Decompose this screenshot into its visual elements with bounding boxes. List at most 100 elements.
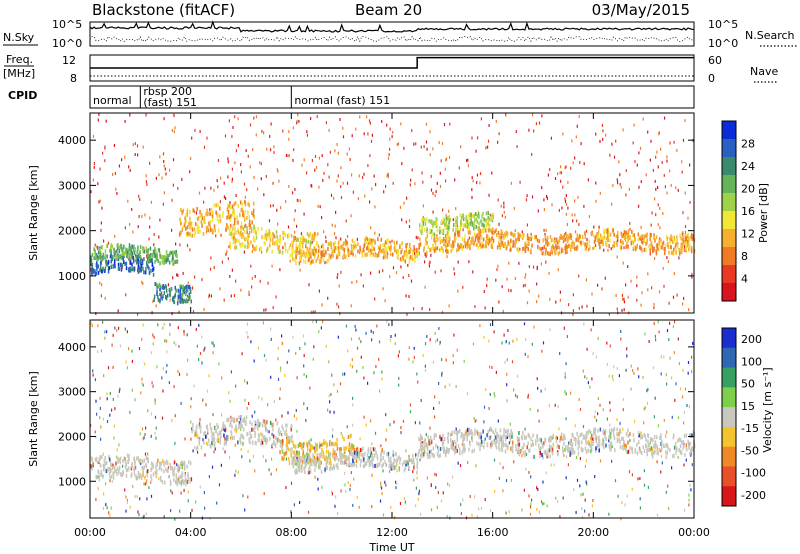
echo-pixel <box>97 246 99 250</box>
echo-pixel <box>159 254 162 259</box>
noise-echo-pixel <box>118 164 120 168</box>
echo-pixel <box>146 456 148 461</box>
echo-pixel <box>186 212 189 217</box>
echo-pixel <box>479 447 481 452</box>
noise-echo-pixel <box>491 171 493 175</box>
echo-pixel <box>677 244 679 249</box>
noise-echo-pixel <box>659 237 661 241</box>
noise-echo-pixel <box>599 139 601 143</box>
echo-pixel <box>483 225 485 230</box>
echo-pixel <box>456 219 458 224</box>
noise-echo-pixel <box>663 355 665 359</box>
echo-pixel <box>546 240 548 245</box>
echo-pixel <box>282 441 284 446</box>
echo-pixel <box>446 235 449 240</box>
echo-pixel <box>232 210 234 215</box>
noise-echo-pixel <box>179 243 181 247</box>
noise-echo-pixel <box>171 419 173 423</box>
echo-pixel <box>364 451 366 456</box>
echo-pixel <box>235 238 237 243</box>
echo-pixel <box>673 238 675 243</box>
noise-echo-pixel <box>218 362 220 366</box>
noise-echo-pixel <box>272 181 274 185</box>
noise-echo-pixel <box>169 168 171 172</box>
echo-pixel <box>412 459 415 464</box>
echo-pixel <box>231 436 234 441</box>
echo-pixel <box>100 256 102 261</box>
echo-pixel <box>358 453 360 458</box>
echo-pixel <box>658 239 660 244</box>
noise-echo-pixel <box>293 218 295 222</box>
echo-pixel <box>185 299 187 304</box>
noise-echo-pixel <box>152 333 154 337</box>
echo-pixel <box>108 454 110 459</box>
echo-pixel <box>367 238 370 243</box>
noise-echo-pixel <box>522 284 524 288</box>
echo-pixel <box>311 445 314 450</box>
echo-pixel <box>474 235 477 240</box>
echo-pixel <box>313 237 315 242</box>
noise-echo-pixel <box>438 401 440 405</box>
echo-pixel <box>380 452 382 457</box>
noise-echo-pixel <box>564 233 566 236</box>
echo-pixel <box>221 214 224 218</box>
noise-echo-pixel <box>559 352 561 355</box>
echo-pixel <box>290 438 293 443</box>
echo-pixel <box>471 237 473 241</box>
noise-echo-pixel <box>445 179 447 183</box>
echo-pixel <box>690 249 693 254</box>
echo-pixel <box>190 233 192 238</box>
echo-pixel <box>165 460 167 465</box>
noise-echo-pixel <box>211 341 213 345</box>
echo-pixel <box>136 475 139 480</box>
echo-pixel <box>277 242 279 247</box>
echo-pixel <box>274 441 276 446</box>
echo-pixel <box>107 466 109 471</box>
echo-pixel <box>618 437 620 442</box>
noise-echo-pixel <box>419 421 421 425</box>
noise-echo-pixel <box>314 310 316 314</box>
noise-echo-pixel <box>143 514 145 518</box>
noise-echo-pixel <box>416 372 418 376</box>
echo-pixel <box>244 422 247 426</box>
noise-echo-pixel <box>382 287 384 291</box>
echo-pixel <box>296 450 299 455</box>
echo-pixel <box>220 434 222 439</box>
echo-pixel <box>368 456 370 461</box>
noise-echo-pixel <box>340 489 342 493</box>
noise-echo-pixel <box>240 170 242 174</box>
noise-echo-pixel <box>597 412 599 416</box>
echo-pixel <box>316 443 318 448</box>
echo-pixel <box>273 233 275 238</box>
noise-echo-pixel <box>413 346 415 350</box>
noise-echo-pixel <box>247 335 249 339</box>
echo-pixel <box>129 260 131 265</box>
echo-pixel <box>294 459 297 464</box>
echo-pixel <box>494 440 496 445</box>
noise-echo-pixel <box>346 152 348 156</box>
noise-echo-pixel <box>235 469 237 473</box>
echo-pixel <box>133 469 135 474</box>
echo-pixel <box>231 235 233 239</box>
echo-pixel <box>264 423 266 428</box>
noise-echo-pixel <box>418 492 420 496</box>
echo-pixel <box>445 216 448 221</box>
echo-pixel <box>140 261 142 266</box>
noise-echo-pixel <box>671 415 673 419</box>
noise-echo-pixel <box>429 308 431 312</box>
echo-pixel <box>639 245 641 250</box>
noise-echo-pixel <box>358 174 360 178</box>
echo-pixel <box>91 262 94 267</box>
noise-echo-pixel <box>171 228 173 232</box>
noise-echo-pixel <box>439 171 441 175</box>
echo-pixel <box>308 250 310 255</box>
noise-echo-pixel <box>327 163 329 167</box>
noise-echo-pixel <box>555 300 557 304</box>
echo-pixel <box>104 253 106 258</box>
echo-pixel <box>269 436 271 441</box>
noise-echo-pixel <box>548 271 550 275</box>
echo-pixel <box>241 202 244 207</box>
noise-echo-pixel <box>261 129 263 133</box>
noise-echo-pixel <box>676 148 678 152</box>
echo-pixel <box>237 227 239 232</box>
